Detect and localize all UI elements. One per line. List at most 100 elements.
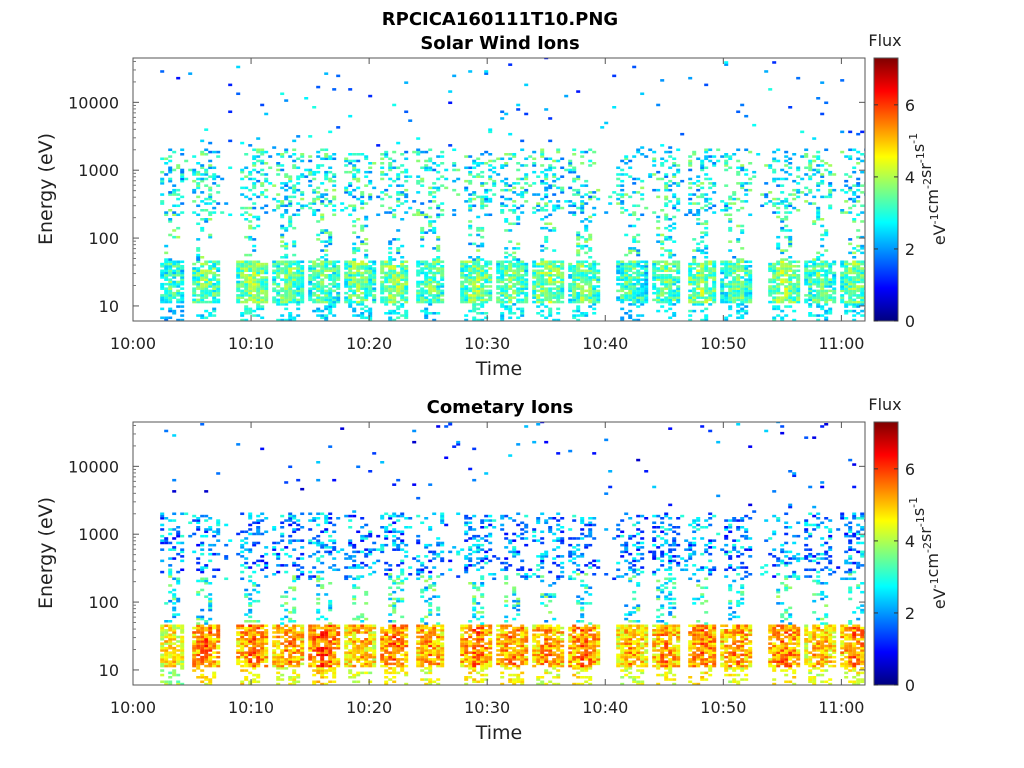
spectrogram-cell xyxy=(168,193,173,196)
spectrogram-cell xyxy=(668,229,673,232)
spectrogram-cell xyxy=(548,271,553,275)
spectrogram-cell xyxy=(592,162,597,165)
spectrogram-cell xyxy=(332,289,337,293)
spectrogram-cell xyxy=(460,269,465,273)
spectrogram-cell xyxy=(416,191,421,194)
spectrogram-cell xyxy=(656,294,661,297)
spectrogram-cell xyxy=(504,300,509,304)
spectrogram-cell xyxy=(208,655,213,659)
y-tick-label: 1000 xyxy=(78,161,119,180)
spectrogram-cell xyxy=(172,615,177,619)
spectrogram-cell xyxy=(168,646,173,650)
spectrogram-cell xyxy=(356,218,361,221)
spectrogram-cell xyxy=(704,298,709,302)
spectrogram-cell xyxy=(160,276,165,279)
spectrogram-cell xyxy=(364,289,369,293)
spectrogram-cell xyxy=(636,318,641,321)
spectrogram-cell xyxy=(316,287,321,290)
spectrogram-cell xyxy=(472,316,477,320)
spectrogram-cell xyxy=(216,191,221,194)
spectrogram-cell xyxy=(788,193,793,196)
spectrogram-cell xyxy=(396,204,401,208)
spectrogram-cell xyxy=(212,291,217,295)
spectrogram-cell xyxy=(252,168,257,172)
spectrogram-cell xyxy=(724,168,729,172)
spectrogram-cell xyxy=(668,316,673,320)
spectrogram-cell xyxy=(852,197,857,201)
spectrogram-cell xyxy=(508,309,513,313)
spectrogram-cell xyxy=(276,206,281,210)
spectrogram-cell xyxy=(644,262,649,266)
spectrogram-cell xyxy=(344,267,349,270)
spectrogram-cell xyxy=(680,132,685,136)
spectrogram-cell xyxy=(548,117,553,120)
spectrogram-cell xyxy=(668,262,673,266)
spectrogram-cell xyxy=(560,265,565,268)
spectrogram-cell xyxy=(468,204,473,208)
spectrogram-cell xyxy=(244,662,249,666)
spectrogram-cell xyxy=(264,162,269,165)
spectrogram-cell xyxy=(204,595,209,598)
spectrogram-cell xyxy=(844,173,849,176)
spectrogram-cell xyxy=(420,262,425,266)
spectrogram-cell xyxy=(256,638,261,641)
spectrogram-cell xyxy=(552,267,557,270)
spectrogram-cell xyxy=(580,220,585,223)
spectrogram-cell xyxy=(172,262,177,266)
spectrogram-cell xyxy=(808,274,813,277)
spectrogram-cell xyxy=(820,289,825,293)
spectrogram-cell xyxy=(168,532,173,536)
spectrogram-cell xyxy=(292,285,297,288)
spectrogram-cell xyxy=(656,289,661,293)
y-tick-label: 100 xyxy=(88,229,119,248)
spectrogram-cell xyxy=(384,312,389,315)
spectrogram-cell xyxy=(576,90,581,93)
spectrogram-cell xyxy=(524,285,529,288)
spectrogram-cell xyxy=(580,184,585,187)
spectrogram-cell xyxy=(428,291,433,295)
spectrogram-cell xyxy=(428,229,433,232)
spectrogram-cell xyxy=(316,269,321,273)
spectrogram-cell xyxy=(552,280,557,284)
spectrogram-cell xyxy=(256,307,261,311)
spectrogram-cell xyxy=(748,280,753,284)
spectrogram-cell xyxy=(280,233,285,237)
spectrogram-cell xyxy=(672,314,677,317)
spectrogram-cell xyxy=(240,653,245,657)
spectrogram-cell xyxy=(216,260,221,264)
spectrogram-cell xyxy=(700,168,705,172)
spectrogram-cell xyxy=(432,318,437,321)
spectrogram-cell xyxy=(772,307,777,311)
spectrogram-cell xyxy=(700,318,705,321)
spectrogram-cell xyxy=(208,635,213,639)
spectrogram-cell xyxy=(300,280,305,284)
x-tick-label: 10:40 xyxy=(582,334,628,353)
spectrogram-cell xyxy=(544,177,549,181)
spectrogram-cell xyxy=(560,157,565,161)
spectrogram-cell xyxy=(824,249,829,252)
spectrogram-cell xyxy=(856,271,861,275)
spectrogram-cell xyxy=(516,291,521,295)
spectrogram-cell xyxy=(376,195,381,199)
spectrogram-cell xyxy=(428,224,433,228)
spectrogram-cell xyxy=(208,150,213,154)
spectrogram-cell xyxy=(284,287,289,290)
spectrogram-cell xyxy=(388,267,393,270)
spectrogram-cell xyxy=(388,291,393,295)
spectrogram-cell xyxy=(468,166,473,170)
spectrogram-cell xyxy=(672,282,677,286)
spectrogram-cell xyxy=(532,271,537,275)
spectrogram-cell xyxy=(252,206,257,210)
spectrogram-cell xyxy=(688,202,693,205)
spectrogram-cell xyxy=(252,287,257,290)
spectrogram-cell xyxy=(512,182,517,185)
spectrogram-cell xyxy=(216,155,221,158)
spectrogram-cell xyxy=(804,269,809,273)
spectrogram-cell xyxy=(692,256,697,259)
spectrogram-cell xyxy=(532,274,537,277)
spectrogram-cell xyxy=(672,289,677,293)
spectrogram-cell xyxy=(472,285,477,288)
spectrogram-cell xyxy=(272,262,277,266)
spectrogram-cell xyxy=(664,280,669,284)
spectrogram-cell xyxy=(620,285,625,288)
